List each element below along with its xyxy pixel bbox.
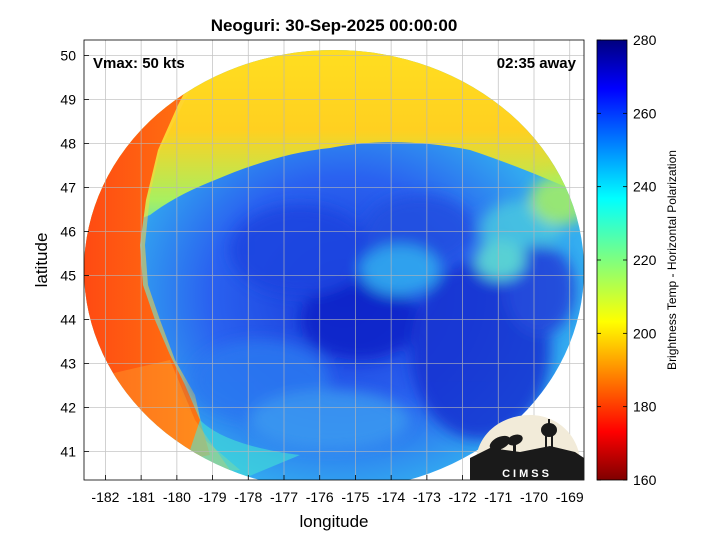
colorbar-tick-label: 220 (633, 252, 657, 268)
y-tick-label: 47 (60, 179, 76, 195)
figure-title: Neoguri: 30-Sep-2025 00:00:00 (211, 16, 458, 35)
plot-area: Vmax: 50 kts 02:35 away CIMSS -182 -181 -1… (60, 39, 585, 505)
x-tick-label: -177 (270, 489, 298, 505)
colorbar-label: Brightness Temp - Horizontal Polarizatio… (665, 150, 679, 370)
colorbar-tick-label: 260 (633, 105, 657, 121)
colorbar-tick-label: 160 (633, 472, 657, 488)
y-tick-labels: 50 49 48 47 46 45 44 43 42 41 (60, 47, 76, 459)
y-tick-label: 41 (60, 443, 76, 459)
x-axis-label: longitude (299, 512, 368, 531)
water-tower-icon (541, 419, 557, 452)
y-tick-label: 48 (60, 135, 76, 151)
satellite-dish-icon (489, 434, 523, 457)
brightness-temperature-swath (84, 50, 584, 480)
x-tick-label: -175 (341, 489, 369, 505)
colorbar-gradient (596, 39, 628, 481)
y-tick-label: 42 (60, 399, 76, 415)
colorbar-ticks: 280 260 240 220 200 180 160 (597, 32, 657, 488)
axes-frame (83, 39, 585, 481)
x-tick-label: -178 (234, 489, 262, 505)
colorbar-tick-label: 240 (633, 179, 657, 195)
x-tick-label: -176 (306, 489, 334, 505)
cimss-logo-text: CIMSS (502, 468, 552, 480)
y-axis-label: latitude (32, 233, 51, 288)
x-tick-label: -174 (377, 489, 405, 505)
x-tick-label: -171 (484, 489, 512, 505)
grid-lines (84, 40, 584, 480)
x-tick-label: -180 (163, 489, 191, 505)
y-tick-label: 45 (60, 267, 76, 283)
cimss-logo: CIMSS (470, 415, 584, 480)
y-tick-label: 43 (60, 355, 76, 371)
x-tick-label: -170 (520, 489, 548, 505)
time-away-annotation: 02:35 away (497, 55, 577, 72)
x-tick-label: -173 (413, 489, 441, 505)
y-tick-label: 50 (60, 47, 76, 63)
x-tick-labels: -182 -181 -180 -179 -178 -177 -176 -175 -174 -173… (91, 489, 584, 505)
x-tick-label: -172 (449, 489, 477, 505)
vmax-annotation: Vmax: 50 kts (93, 55, 185, 72)
y-tick-label: 44 (60, 311, 76, 327)
x-tick-label: -182 (91, 489, 119, 505)
colorbar-tick-label: 200 (633, 325, 657, 341)
colorbar-tick-label: 180 (633, 399, 657, 415)
colorbar-tick-label: 280 (633, 32, 657, 48)
x-tick-label: -181 (127, 489, 155, 505)
y-tick-label: 49 (60, 91, 76, 107)
colorbar: 280 260 240 220 200 180 160 Brightness Temp - … (596, 32, 679, 488)
x-tick-label: -169 (556, 489, 584, 505)
y-tick-label: 46 (60, 223, 76, 239)
x-tick-label: -179 (199, 489, 227, 505)
